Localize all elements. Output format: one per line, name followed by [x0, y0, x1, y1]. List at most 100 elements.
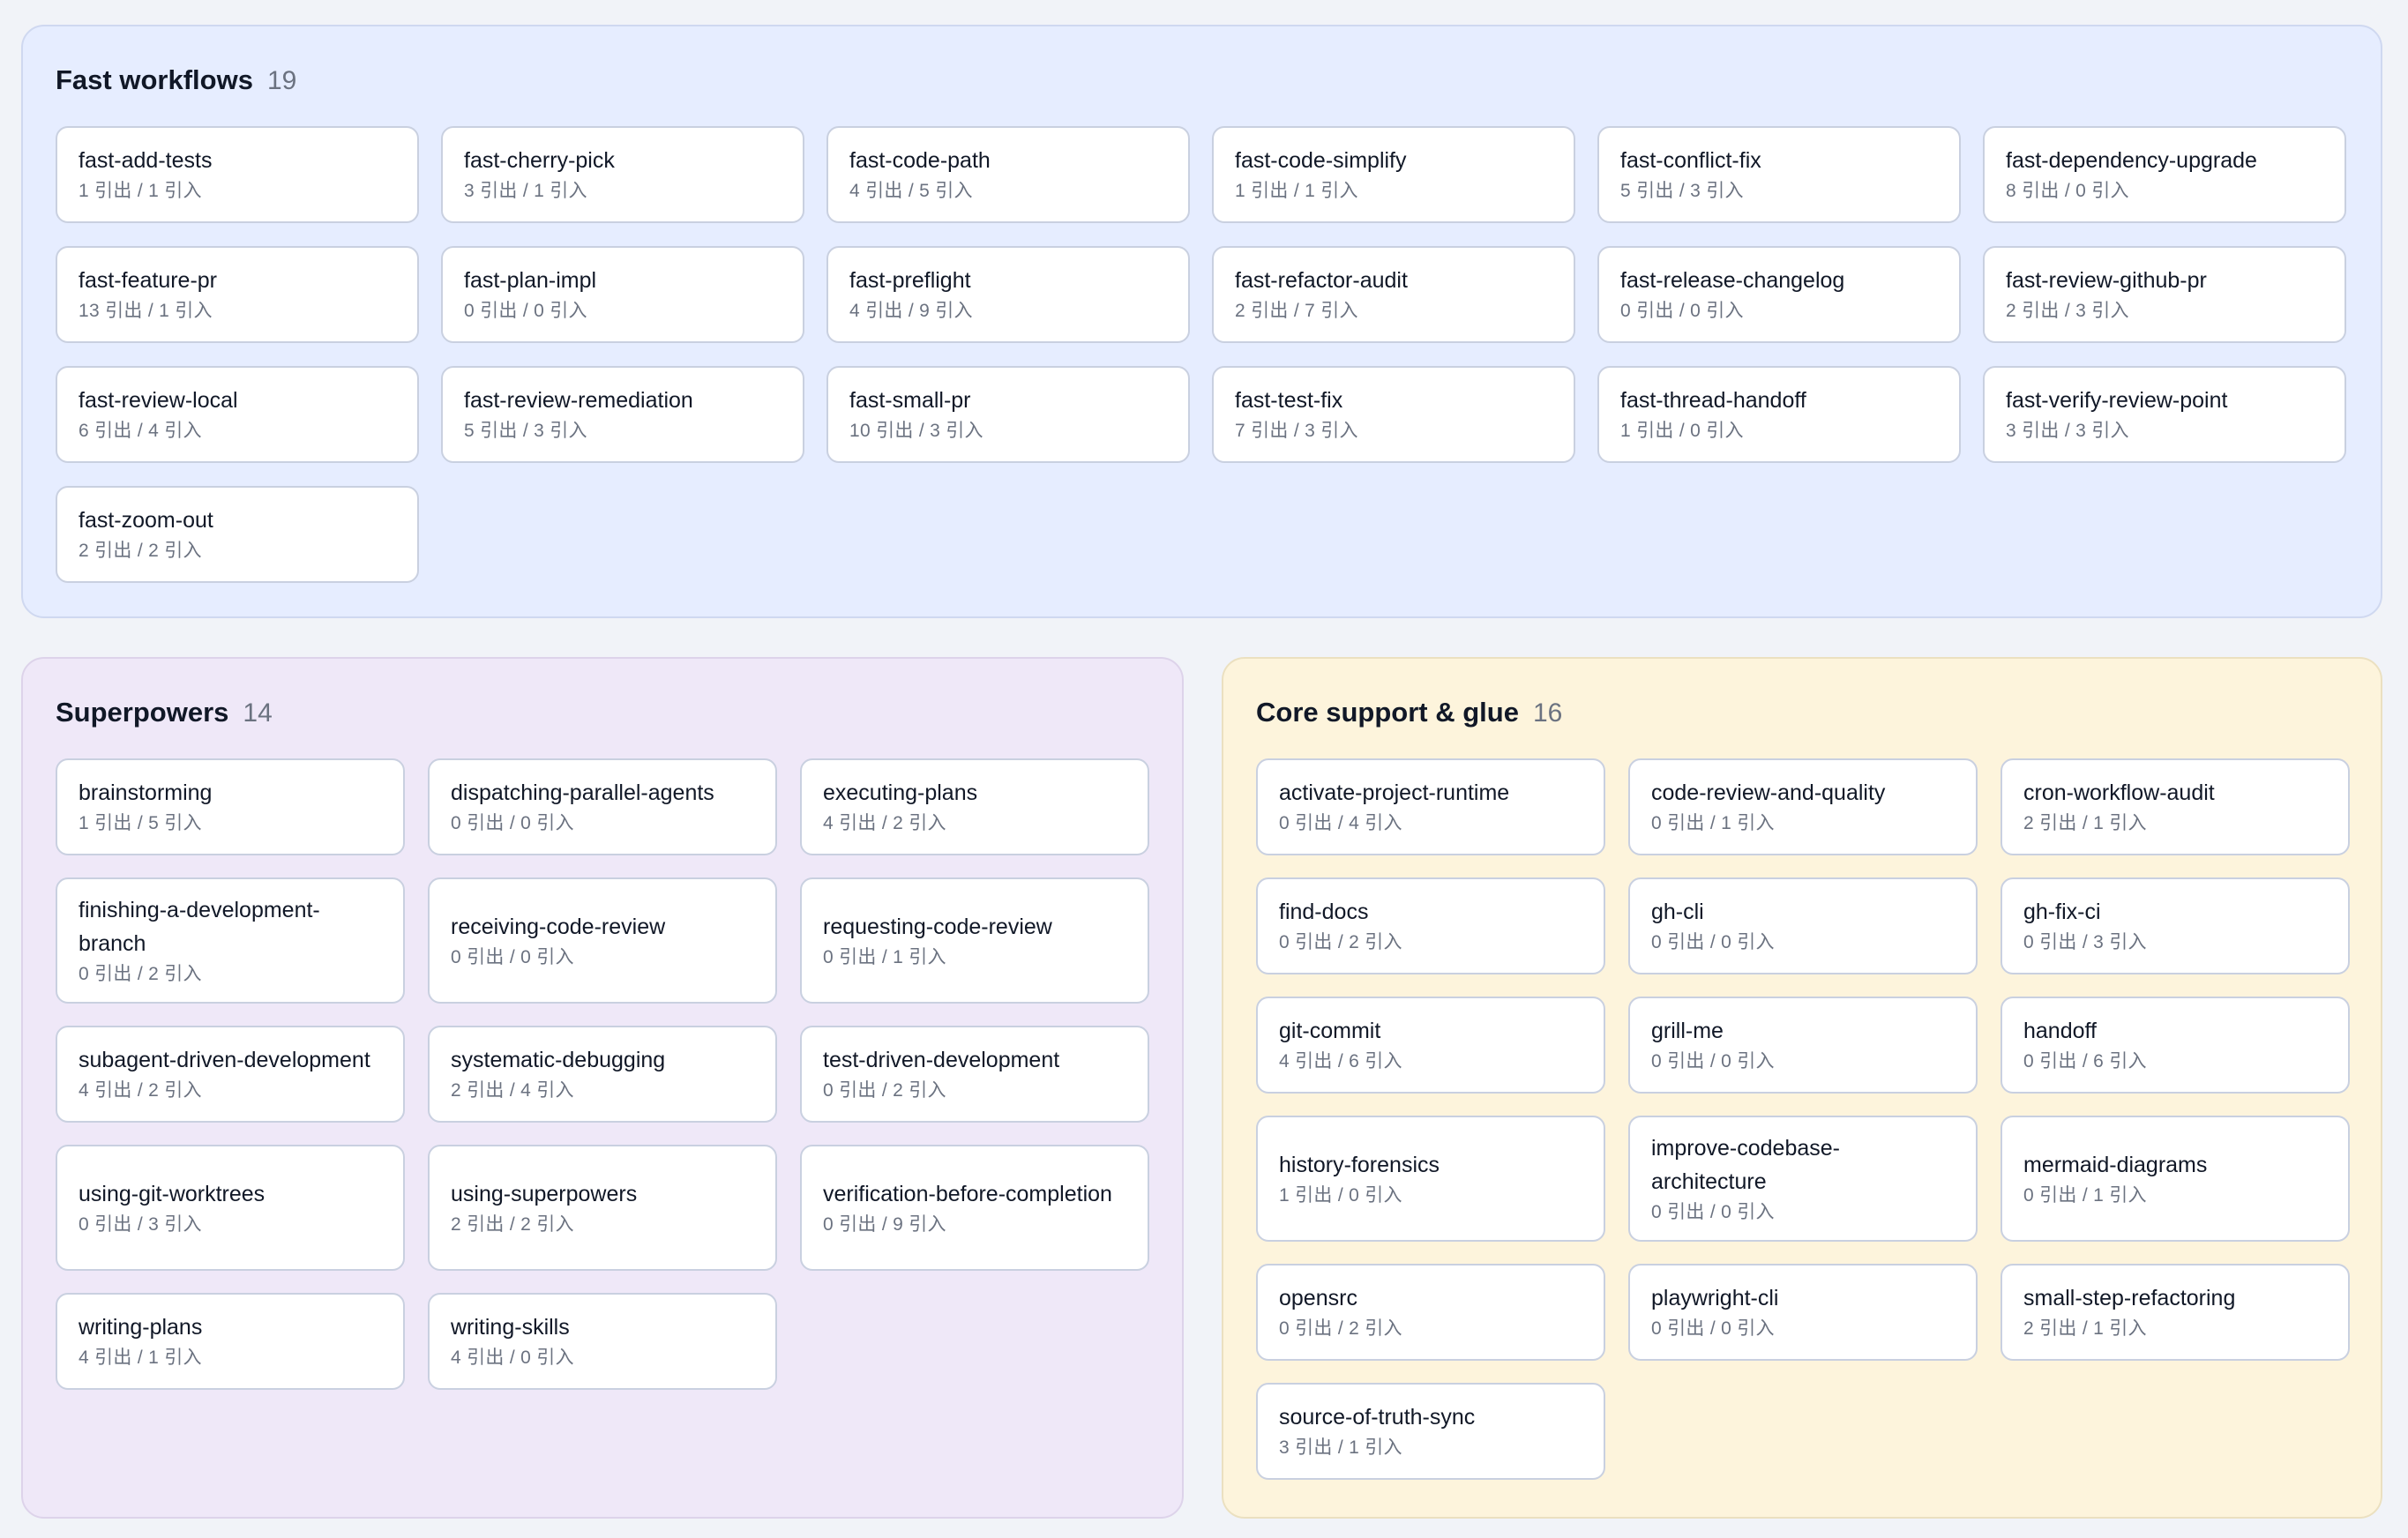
skill-card[interactable]: finishing-a-development-branch 0 引出 / 2 引… — [56, 877, 405, 1004]
skill-card[interactable]: fast-release-changelog 0 引出 / 0 引入 — [1597, 246, 1961, 343]
skill-card[interactable]: subagent-driven-development 4 引出 / 2 引入 — [56, 1026, 405, 1123]
skill-card[interactable]: fast-dependency-upgrade 8 引出 / 0 引入 — [1983, 126, 2346, 223]
skill-grid: activate-project-runtime 0 引出 / 4 引入 code-… — [1256, 758, 2350, 1480]
skill-link-stats: 0 引出 / 0 引入 — [1651, 1318, 1775, 1339]
skill-link-stats: 6 引出 / 4 引入 — [79, 421, 202, 441]
skill-name: receiving-code-review — [451, 914, 666, 939]
skill-link-stats: 2 引出 / 4 引入 — [451, 1080, 574, 1101]
skill-card[interactable]: fast-test-fix 7 引出 / 3 引入 — [1212, 366, 1575, 463]
group-header: Superpowers 14 — [56, 697, 273, 728]
skill-name: activate-project-runtime — [1279, 780, 1510, 805]
skill-card[interactable]: systematic-debugging 2 引出 / 4 引入 — [428, 1026, 777, 1123]
skill-link-stats: 4 引出 / 6 引入 — [1279, 1051, 1402, 1071]
skill-link-stats: 0 引出 / 0 引入 — [1620, 301, 1744, 321]
skill-link-stats: 0 引出 / 1 引入 — [823, 946, 946, 967]
skill-link-stats: 2 引出 / 2 引入 — [451, 1213, 574, 1235]
skill-card[interactable]: code-review-and-quality 0 引出 / 1 引入 — [1628, 758, 1978, 855]
skill-card[interactable]: writing-skills 4 引出 / 0 引入 — [428, 1293, 777, 1390]
skill-card[interactable]: using-superpowers 2 引出 / 2 引入 — [428, 1145, 777, 1271]
skill-card[interactable]: playwright-cli 0 引出 / 0 引入 — [1628, 1264, 1978, 1361]
skill-grid: brainstorming 1 引出 / 5 引入 dispatching-para… — [56, 758, 1149, 1390]
skill-name: grill-me — [1651, 1019, 1724, 1043]
skill-name: dispatching-parallel-agents — [451, 780, 714, 805]
skill-card[interactable]: fast-plan-impl 0 引出 / 0 引入 — [441, 246, 804, 343]
skill-link-stats: 0 引出 / 1 引入 — [1651, 813, 1775, 833]
skill-card[interactable]: fast-review-local 6 引出 / 4 引入 — [56, 366, 419, 463]
group-title: Fast workflows — [56, 64, 253, 95]
skill-card[interactable]: fast-zoom-out 2 引出 / 2 引入 — [56, 486, 419, 583]
skill-link-stats: 0 引出 / 1 引入 — [2023, 1184, 2147, 1206]
skill-card[interactable]: fast-add-tests 1 引出 / 1 引入 — [56, 126, 419, 223]
skill-card[interactable]: fast-feature-pr 13 引出 / 1 引入 — [56, 246, 419, 343]
skill-card[interactable]: mermaid-diagrams 0 引出 / 1 引入 — [2000, 1116, 2350, 1242]
skill-link-stats: 1 引出 / 1 引入 — [79, 181, 202, 201]
skill-name: subagent-driven-development — [79, 1048, 370, 1072]
skill-card[interactable]: fast-code-path 4 引出 / 5 引入 — [826, 126, 1190, 223]
group-count: 19 — [266, 66, 297, 95]
skill-name: fast-refactor-audit — [1235, 268, 1408, 293]
skill-card[interactable]: verification-before-completion 0 引出 / 9 引… — [800, 1145, 1149, 1271]
skill-name: fast-cherry-pick — [464, 148, 615, 173]
skill-card[interactable]: fast-review-github-pr 2 引出 / 3 引入 — [1983, 246, 2346, 343]
skill-name: find-docs — [1279, 900, 1369, 924]
skill-name: gh-fix-ci — [2023, 900, 2101, 924]
skill-link-stats: 5 引出 / 3 引入 — [464, 421, 587, 441]
skill-card[interactable]: brainstorming 1 引出 / 5 引入 — [56, 758, 405, 855]
skill-link-stats: 0 引出 / 0 引入 — [1651, 932, 1775, 952]
skill-name: handoff — [2023, 1019, 2097, 1043]
skill-card[interactable]: source-of-truth-sync 3 引出 / 1 引入 — [1256, 1383, 1605, 1480]
skill-card[interactable]: requesting-code-review 0 引出 / 1 引入 — [800, 877, 1149, 1004]
skill-name: fast-dependency-upgrade — [2006, 148, 2257, 173]
skill-card[interactable]: receiving-code-review 0 引出 / 0 引入 — [428, 877, 777, 1004]
skill-link-stats: 4 引出 / 0 引入 — [451, 1348, 574, 1368]
skill-card[interactable]: dispatching-parallel-agents 0 引出 / 0 引入 — [428, 758, 777, 855]
skill-card[interactable]: improve-codebase-architecture 0 引出 / 0 引入 — [1628, 1116, 1978, 1242]
skill-card[interactable]: fast-review-remediation 5 引出 / 3 引入 — [441, 366, 804, 463]
skill-card[interactable]: fast-cherry-pick 3 引出 / 1 引入 — [441, 126, 804, 223]
skill-link-stats: 0 引出 / 4 引入 — [1279, 813, 1402, 833]
skill-card[interactable]: history-forensics 1 引出 / 0 引入 — [1256, 1116, 1605, 1242]
skill-card[interactable]: writing-plans 4 引出 / 1 引入 — [56, 1293, 405, 1390]
skill-name: verification-before-completion — [823, 1181, 1112, 1206]
skill-link-stats: 2 引出 / 1 引入 — [2023, 1318, 2147, 1339]
skill-card[interactable]: fast-preflight 4 引出 / 9 引入 — [826, 246, 1190, 343]
skill-card[interactable]: test-driven-development 0 引出 / 2 引入 — [800, 1026, 1149, 1123]
skill-card[interactable]: opensrc 0 引出 / 2 引入 — [1256, 1264, 1605, 1361]
skill-card[interactable]: executing-plans 4 引出 / 2 引入 — [800, 758, 1149, 855]
skill-card[interactable]: git-commit 4 引出 / 6 引入 — [1256, 997, 1605, 1094]
skill-card[interactable]: fast-small-pr 10 引出 / 3 引入 — [826, 366, 1190, 463]
skill-name: mermaid-diagrams — [2023, 1152, 2208, 1177]
skill-name: fast-thread-handoff — [1620, 388, 1806, 413]
skill-card[interactable]: cron-workflow-audit 2 引出 / 1 引入 — [2000, 758, 2350, 855]
skill-link-stats: 3 引出 / 3 引入 — [2006, 421, 2129, 441]
skill-link-stats: 5 引出 / 3 引入 — [1620, 181, 1744, 201]
skill-grid: fast-add-tests 1 引出 / 1 引入 fast-cherry-pic… — [56, 126, 2346, 583]
skill-link-stats: 2 引出 / 3 引入 — [2006, 301, 2129, 321]
skill-name: finishing-a-development-branch — [79, 897, 320, 956]
skill-name: source-of-truth-sync — [1279, 1405, 1476, 1430]
skill-card[interactable]: find-docs 0 引出 / 2 引入 — [1256, 877, 1605, 974]
group-panel-superpowers: Superpowers 14 brainstorming 1 引出 / 5 引入 d… — [21, 657, 1184, 1519]
skill-card[interactable]: fast-conflict-fix 5 引出 / 3 引入 — [1597, 126, 1961, 223]
skill-card[interactable]: fast-refactor-audit 2 引出 / 7 引入 — [1212, 246, 1575, 343]
skill-link-stats: 4 引出 / 2 引入 — [79, 1080, 202, 1101]
skill-card[interactable]: using-git-worktrees 0 引出 / 3 引入 — [56, 1145, 405, 1271]
skill-link-stats: 13 引出 / 1 引入 — [79, 301, 213, 321]
group-title: Core support & glue — [1256, 697, 1519, 728]
skill-card[interactable]: grill-me 0 引出 / 0 引入 — [1628, 997, 1978, 1094]
skill-name: fast-add-tests — [79, 148, 213, 173]
skill-card[interactable]: handoff 0 引出 / 6 引入 — [2000, 997, 2350, 1094]
skill-card[interactable]: fast-verify-review-point 3 引出 / 3 引入 — [1983, 366, 2346, 463]
skill-name: fast-review-remediation — [464, 388, 693, 413]
skill-card[interactable]: small-step-refactoring 2 引出 / 1 引入 — [2000, 1264, 2350, 1361]
skill-link-stats: 4 引出 / 9 引入 — [849, 301, 973, 321]
skill-card[interactable]: activate-project-runtime 0 引出 / 4 引入 — [1256, 758, 1605, 855]
skill-name: code-review-and-quality — [1651, 780, 1886, 805]
skill-card[interactable]: fast-code-simplify 1 引出 / 1 引入 — [1212, 126, 1575, 223]
skill-card[interactable]: gh-cli 0 引出 / 0 引入 — [1628, 877, 1978, 974]
skill-name: fast-conflict-fix — [1620, 148, 1761, 173]
skill-link-stats: 0 引出 / 0 引入 — [451, 946, 574, 967]
skill-card[interactable]: gh-fix-ci 0 引出 / 3 引入 — [2000, 877, 2350, 974]
skill-link-stats: 4 引出 / 2 引入 — [823, 813, 946, 833]
skill-card[interactable]: fast-thread-handoff 1 引出 / 0 引入 — [1597, 366, 1961, 463]
